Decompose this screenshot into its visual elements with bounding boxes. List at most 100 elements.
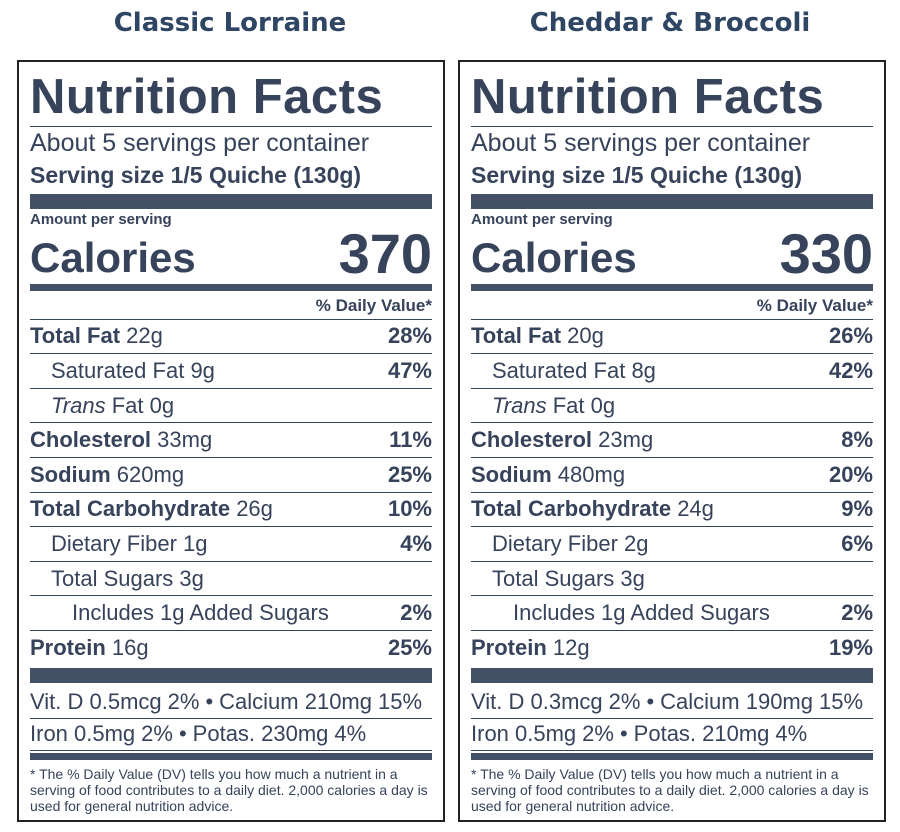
nutrient-row: Cholesterol 23mg 8% bbox=[471, 423, 873, 458]
bullet: • bbox=[646, 688, 655, 714]
calories-value: 370 bbox=[338, 222, 432, 286]
nutrient-name: Trans bbox=[51, 392, 106, 418]
nutrient-left: Saturated Fat 9g bbox=[30, 358, 215, 384]
nutrient-dv: 2% bbox=[841, 600, 873, 626]
nutrient-dv: 6% bbox=[841, 530, 873, 556]
dv-header: % Daily Value* bbox=[471, 293, 873, 320]
nutrient-left: Sodium 480mg bbox=[471, 462, 625, 488]
nutrient-amount: Fat 0g bbox=[111, 392, 175, 418]
nutrient-left: Dietary Fiber 1g bbox=[30, 531, 208, 557]
nutrient-name: Total Sugars bbox=[492, 565, 615, 591]
nutrient-name: Protein bbox=[471, 634, 547, 660]
nutrient-amount: 620mg bbox=[116, 461, 185, 487]
mineral-dv: 2% bbox=[582, 721, 614, 747]
nutrient-amount: 12g bbox=[552, 634, 590, 660]
label-header: Classic Lorraine bbox=[113, 8, 347, 38]
nutrient-left: Total Carbohydrate 26g bbox=[30, 496, 273, 522]
mineral-dv: 15% bbox=[819, 688, 864, 714]
nutrient-row: Sodium 620mg 25% bbox=[30, 458, 432, 493]
nutrient-dv: 26% bbox=[828, 323, 873, 349]
footnote: * The % Daily Value (DV) tells you how m… bbox=[30, 766, 428, 815]
mineral-text: Vit. D 0.3mcg bbox=[471, 688, 603, 714]
nutrient-left: Dietary Fiber 2g bbox=[471, 531, 649, 557]
nutrient-amount: 33mg bbox=[157, 427, 213, 453]
nutrient-name: Sodium bbox=[471, 461, 552, 487]
serving-size: Serving size 1/5 Quiche (130g) bbox=[30, 162, 362, 188]
nutrient-left: Includes 1g Added Sugars bbox=[471, 600, 770, 626]
nutrient-dv: 25% bbox=[387, 634, 432, 660]
nutrient-row: Total Sugars 3g bbox=[471, 562, 873, 597]
nutrient-name: Cholesterol bbox=[471, 427, 593, 453]
nutrition-label: Nutrition Facts About 5 servings per cont… bbox=[458, 60, 886, 822]
mineral-text: Potas. 230mg bbox=[192, 721, 329, 747]
nutrient-name: Saturated Fat bbox=[51, 358, 185, 383]
divider bbox=[30, 753, 432, 761]
nutrient-amount: 3g bbox=[179, 565, 204, 591]
mineral-dv: 2% bbox=[141, 721, 173, 747]
nutrient-dv: 42% bbox=[828, 358, 873, 383]
amount-per-serving: Amount per serving bbox=[30, 211, 172, 229]
mineral-text: Calcium 210mg bbox=[219, 688, 372, 714]
nutrient-amount: 2g bbox=[624, 530, 649, 556]
mineral-dv: 2% bbox=[167, 688, 200, 714]
nutrient-left: Total Carbohydrate 24g bbox=[471, 496, 714, 522]
nutrient-dv: 2% bbox=[400, 600, 432, 626]
dv-header: % Daily Value* bbox=[30, 293, 432, 320]
nutrient-dv: 11% bbox=[389, 427, 432, 453]
nutrient-name: Total Fat bbox=[471, 323, 562, 349]
nutrient-name: Total Carbohydrate bbox=[30, 496, 231, 522]
divider bbox=[30, 194, 432, 210]
nutrient-row: Total Fat 20g 26% bbox=[471, 320, 873, 355]
nutrient-name: Total Fat bbox=[30, 323, 121, 349]
nutrient-left: Saturated Fat 8g bbox=[471, 358, 656, 384]
nutrient-amount: 26g bbox=[236, 496, 273, 522]
nutrient-amount: 3g bbox=[620, 565, 645, 591]
calories-value: 330 bbox=[779, 222, 873, 286]
nutrient-name: Dietary Fiber bbox=[51, 530, 177, 556]
nutrient-amount: 22g bbox=[126, 323, 163, 349]
nutrient-row: Total Carbohydrate 26g 10% bbox=[30, 493, 432, 528]
label-header: Cheddar & Broccoli bbox=[529, 8, 811, 38]
divider bbox=[471, 753, 873, 761]
nutrient-row: Includes 1g Added Sugars 2% bbox=[30, 596, 432, 631]
nutrient-left: Protein 12g bbox=[471, 635, 590, 661]
nutrient-amount: 1g bbox=[183, 530, 208, 556]
nutrient-row: Trans Fat 0g bbox=[30, 389, 432, 424]
nutrient-amount: 9g bbox=[190, 358, 215, 383]
mineral-row: Vit. D 0.5mcg 2% • Calcium 210mg 15% bbox=[30, 686, 432, 719]
nutrient-row: Trans Fat 0g bbox=[471, 389, 873, 424]
divider bbox=[471, 284, 873, 291]
nutrient-left: Total Fat 20g bbox=[471, 323, 604, 349]
servings: About 5 servings per container bbox=[471, 129, 811, 157]
nutrient-amount: 8g bbox=[631, 358, 656, 383]
nutrient-dv: 28% bbox=[387, 323, 432, 349]
nutrient-row: Total Sugars 3g bbox=[30, 562, 432, 597]
nutrient-name: Cholesterol bbox=[30, 427, 152, 453]
mineral-dv: 15% bbox=[378, 688, 423, 714]
mineral-text: Potas. 210mg bbox=[633, 721, 770, 747]
servings: About 5 servings per container bbox=[30, 129, 370, 157]
nutrient-amount: 23mg bbox=[598, 427, 654, 453]
nutrient-rows: Total Fat 22g 28% Saturated Fat 9g 47% Trans… bbox=[30, 320, 432, 665]
nutrient-left: Cholesterol 23mg bbox=[471, 427, 653, 453]
nutrition-label: Nutrition Facts About 5 servings per cont… bbox=[17, 60, 445, 822]
nutrient-row: Protein 12g 19% bbox=[471, 631, 873, 665]
nutrient-left: Total Fat 22g bbox=[30, 323, 163, 349]
calories-row: Calories 370 bbox=[30, 222, 432, 286]
nutrient-row: Total Fat 22g 28% bbox=[30, 320, 432, 355]
mineral-row: Vit. D 0.3mcg 2% • Calcium 190mg 15% bbox=[471, 686, 873, 719]
nutrient-left: Sodium 620mg bbox=[30, 462, 184, 488]
nutrient-amount: Fat 0g bbox=[552, 392, 616, 418]
amount-per-serving: Amount per serving bbox=[471, 211, 613, 229]
nutrient-left: Trans Fat 0g bbox=[30, 393, 174, 419]
label-title: Nutrition Facts bbox=[30, 68, 432, 127]
nutrient-rows: Total Fat 20g 26% Saturated Fat 8g 42% Trans… bbox=[471, 320, 873, 665]
nutrient-dv: 47% bbox=[387, 358, 432, 383]
label-title: Nutrition Facts bbox=[471, 68, 873, 127]
bullet: • bbox=[619, 721, 628, 747]
mineral-text: Iron 0.5mg bbox=[30, 721, 136, 747]
nutrient-row: Protein 16g 25% bbox=[30, 631, 432, 665]
nutrient-name: Includes 1g Added Sugars bbox=[72, 600, 329, 626]
nutrient-name: Trans bbox=[492, 392, 547, 418]
